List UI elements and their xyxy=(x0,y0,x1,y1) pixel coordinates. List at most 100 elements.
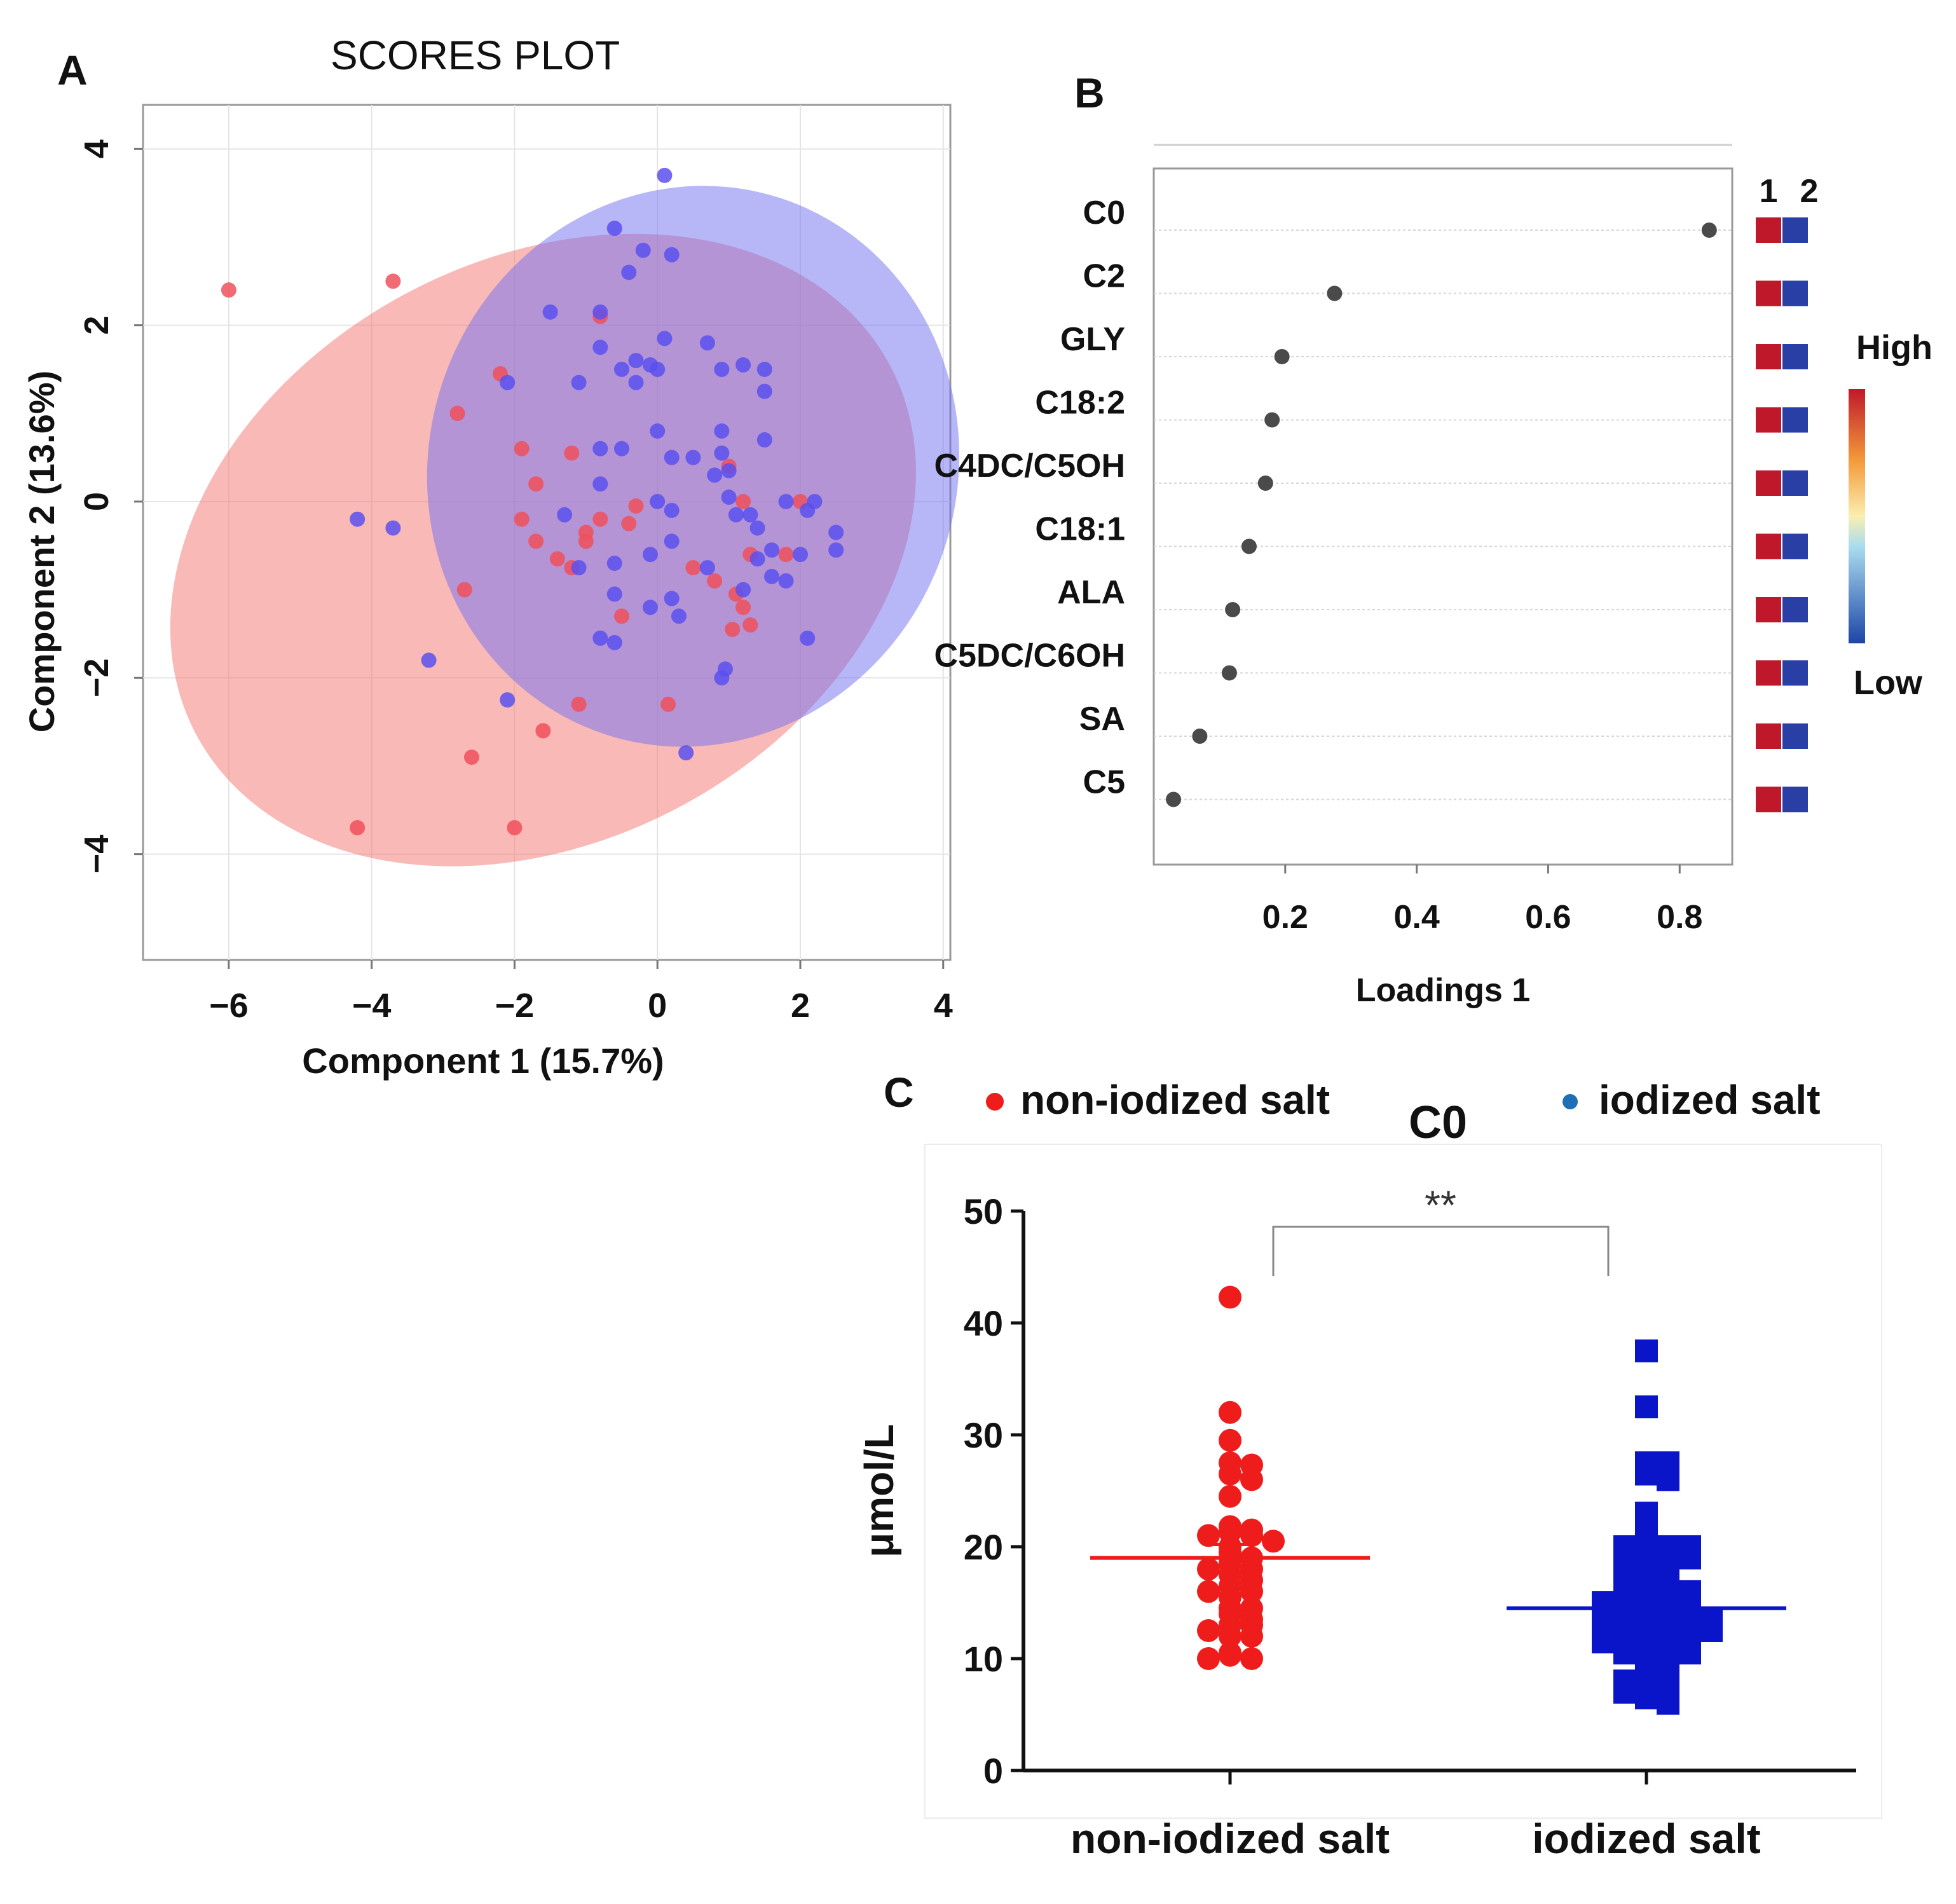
confidence-ellipse-iodized xyxy=(427,186,959,747)
score-point-iodized xyxy=(699,559,715,575)
y-axis-label-a: Component 2 (13.6%) xyxy=(22,371,62,732)
data-point-non-iodized xyxy=(1197,1558,1220,1581)
score-point-iodized xyxy=(650,423,666,439)
data-point-iodized xyxy=(1635,1462,1658,1486)
score-point-iodized xyxy=(764,542,780,558)
score-point-iodized xyxy=(571,559,587,575)
score-point-iodized xyxy=(606,586,622,602)
score-point-non-iodized xyxy=(660,696,676,712)
colorbar xyxy=(1849,389,1865,643)
heatmap-cell-1 xyxy=(1756,660,1781,686)
score-point-non-iodized xyxy=(514,441,530,456)
score-point-non-iodized xyxy=(564,445,580,461)
loading-point xyxy=(1327,285,1343,301)
loading-point xyxy=(1221,665,1237,681)
tick-label-x-a: 4 xyxy=(934,987,953,1025)
panel-label-b: B xyxy=(1074,69,1105,116)
score-point-iodized xyxy=(735,582,751,598)
heatmap-cell-1 xyxy=(1756,723,1781,749)
score-point-iodized xyxy=(592,339,608,355)
score-point-iodized xyxy=(592,476,608,492)
data-point-non-iodized xyxy=(1219,1285,1241,1309)
loading-label: C5DC/C6OH xyxy=(934,638,1126,675)
score-point-iodized xyxy=(756,383,772,399)
score-point-iodized xyxy=(800,630,816,646)
loading-point xyxy=(1192,729,1208,744)
colorbar-low-label: Low xyxy=(1854,664,1923,702)
score-point-iodized xyxy=(749,551,765,567)
data-point-non-iodized xyxy=(1240,1524,1263,1547)
loading-label: ALA xyxy=(1057,574,1125,611)
score-point-non-iodized xyxy=(456,582,472,598)
score-point-iodized xyxy=(664,449,680,465)
score-point-iodized xyxy=(628,374,644,390)
score-point-non-iodized xyxy=(514,511,530,527)
category-label-c: iodized salt xyxy=(1532,1815,1760,1862)
score-point-iodized xyxy=(671,608,687,624)
heatmap-cell-1 xyxy=(1756,407,1781,433)
data-point-non-iodized xyxy=(1240,1580,1263,1603)
data-point-non-iodized xyxy=(1219,1484,1241,1508)
tick-label-y-a: 4 xyxy=(78,139,116,158)
panel-label-a: A xyxy=(57,46,88,93)
loading-point xyxy=(1166,791,1182,807)
tick-label-y-a: −4 xyxy=(78,835,116,874)
score-point-non-iodized xyxy=(725,622,741,638)
score-point-non-iodized xyxy=(463,750,479,765)
heatmap-cell-2 xyxy=(1782,533,1808,559)
heatmap-cell-2 xyxy=(1782,217,1808,243)
score-point-iodized xyxy=(749,520,765,536)
score-point-iodized xyxy=(807,493,823,509)
score-point-iodized xyxy=(742,507,758,523)
score-point-iodized xyxy=(592,441,608,456)
legend-marker-iodized xyxy=(1563,1094,1578,1109)
x-axis-label-a: Component 1 (15.7%) xyxy=(302,1041,664,1081)
data-point-iodized xyxy=(1657,1468,1679,1491)
x-axis-label-b: Loadings 1 xyxy=(1356,972,1530,1009)
score-point-non-iodized xyxy=(592,511,608,527)
score-point-iodized xyxy=(721,463,737,479)
score-point-iodized xyxy=(699,335,715,351)
score-point-iodized xyxy=(707,467,723,483)
y-axis-label-c: μmol/L xyxy=(856,1424,902,1558)
tick-label-x-a: 0 xyxy=(648,987,667,1025)
score-point-iodized xyxy=(650,361,666,377)
data-point-iodized xyxy=(1635,1686,1658,1709)
score-point-iodized xyxy=(621,264,637,280)
loading-point xyxy=(1264,412,1280,428)
panel-label-c: C xyxy=(884,1069,914,1116)
heatmap-cell-1 xyxy=(1756,597,1781,622)
tick-label-y-c: 10 xyxy=(964,1639,1003,1679)
tick-label-y-c: 50 xyxy=(964,1191,1003,1231)
score-point-iodized xyxy=(628,353,644,369)
tick-label-x-b: 0.4 xyxy=(1393,899,1439,936)
data-point-non-iodized xyxy=(1240,1647,1263,1670)
data-point-non-iodized xyxy=(1219,1624,1241,1648)
score-point-non-iodized xyxy=(449,406,465,421)
data-point-non-iodized xyxy=(1197,1580,1220,1603)
tick-label-x-a: 2 xyxy=(791,987,810,1025)
data-point-non-iodized xyxy=(1240,1624,1263,1648)
score-point-iodized xyxy=(557,507,573,523)
heatmap-cell-2 xyxy=(1782,786,1808,812)
tick-label-y-c: 30 xyxy=(964,1415,1003,1455)
score-point-iodized xyxy=(657,331,673,346)
score-point-iodized xyxy=(542,304,558,320)
score-point-non-iodized xyxy=(621,516,637,531)
data-point-non-iodized xyxy=(1197,1524,1220,1547)
data-point-iodized xyxy=(1592,1630,1615,1654)
loading-point xyxy=(1225,602,1241,617)
legend-label-non-iodized: non-iodized salt xyxy=(1020,1077,1330,1123)
heatmap-column-2: 2 xyxy=(1800,173,1819,210)
data-point-iodized xyxy=(1613,1641,1636,1665)
score-point-iodized xyxy=(717,661,733,677)
legend-marker-non-iodized xyxy=(986,1093,1004,1111)
score-point-iodized xyxy=(500,692,516,708)
data-point-iodized xyxy=(1700,1619,1723,1642)
score-point-non-iodized xyxy=(535,723,551,739)
data-point-non-iodized xyxy=(1197,1619,1220,1642)
tick-label-x-a: −6 xyxy=(209,987,249,1025)
data-point-non-iodized xyxy=(1219,1643,1241,1667)
plot-frame-b xyxy=(1152,167,1734,866)
